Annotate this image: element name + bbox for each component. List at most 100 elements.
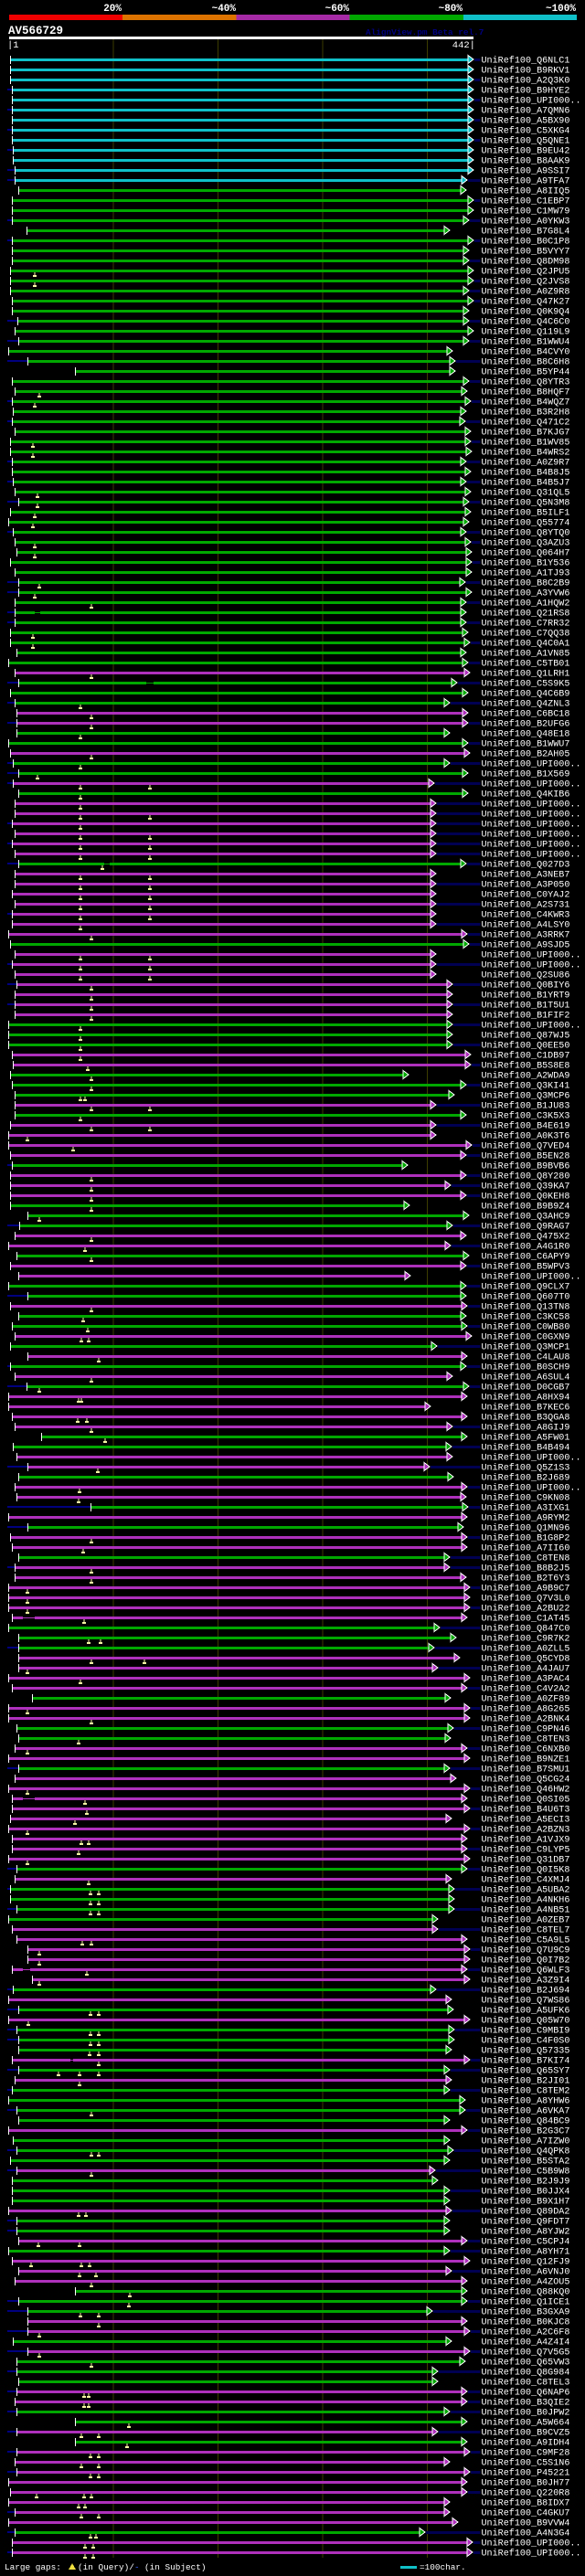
svg-text:UniRef100_B5EN28: UniRef100_B5EN28 [482, 1151, 570, 1162]
svg-text:UniRef100_Q47K27: UniRef100_Q47K27 [482, 297, 570, 308]
svg-text:UniRef100_A8IIQ5: UniRef100_A8IIQ5 [482, 186, 570, 197]
svg-text:UniRef100_B8C2B9: UniRef100_B8C2B9 [482, 578, 570, 589]
svg-text:UniRef100_B7KEC6: UniRef100_B7KEC6 [482, 1403, 570, 1414]
svg-text:UniRef100_Q471C2: UniRef100_Q471C2 [482, 418, 570, 429]
svg-text:UniRef100_A4NKH6: UniRef100_A4NKH6 [482, 1895, 570, 1906]
svg-text:UniRef100_Q5CG24: UniRef100_Q5CG24 [482, 1775, 570, 1786]
svg-text:UniRef100_B2T6Y3: UniRef100_B2T6Y3 [482, 1574, 570, 1585]
svg-text:UniRef100_C4V2A2: UniRef100_C4V2A2 [482, 1684, 570, 1695]
svg-text:UniRef100_Q6NAP6: UniRef100_Q6NAP6 [482, 2388, 570, 2399]
svg-text:UniRef100_B4U6T3: UniRef100_B4U6T3 [482, 1805, 570, 1816]
svg-text:(in Query)/: (in Query)/ [78, 2562, 134, 2572]
svg-text:UniRef100_A2C6F8: UniRef100_A2C6F8 [482, 2327, 570, 2338]
svg-text:UniRef100_B0KJC8: UniRef100_B0KJC8 [482, 2317, 570, 2328]
svg-text:UniRef100_Q8YTQ0: UniRef100_Q8YTQ0 [482, 528, 570, 539]
svg-text:UniRef100_A0Z9R8: UniRef100_A0Z9R8 [482, 287, 570, 298]
svg-text:UniRef100_Q13TN8: UniRef100_Q13TN8 [482, 1302, 570, 1313]
svg-text:UniRef100_Q7V3L0: UniRef100_Q7V3L0 [482, 1594, 570, 1605]
svg-text:UniRef100_Q5N3M8: UniRef100_Q5N3M8 [482, 498, 570, 509]
svg-text:UniRef100_Q9CLX7: UniRef100_Q9CLX7 [482, 1282, 570, 1293]
svg-text:UniRef100_C5TB01: UniRef100_C5TB01 [482, 659, 570, 670]
svg-text:UniRef100_Q3MCP1: UniRef100_Q3MCP1 [482, 1342, 570, 1353]
svg-text:UniRef100_Q21RS8: UniRef100_Q21RS8 [482, 609, 570, 620]
svg-text:UniRef100_Q46HW2: UniRef100_Q46HW2 [482, 1785, 570, 1796]
svg-text:UniRef100_A4NB51: UniRef100_A4NB51 [482, 1905, 570, 1916]
svg-text:UniRef100_Q0KEH8: UniRef100_Q0KEH8 [482, 1192, 570, 1203]
svg-text:-: - [134, 2562, 140, 2572]
svg-text:UniRef100_B3QIE2: UniRef100_B3QIE2 [482, 2398, 570, 2409]
svg-text:UniRef100_Q7VED4: UniRef100_Q7VED4 [482, 1141, 570, 1152]
svg-text:AlignView.pm Beta rel.7: AlignView.pm Beta rel.7 [366, 27, 484, 37]
svg-text:UniRef100_B1G8P2: UniRef100_B1G8P2 [482, 1533, 570, 1544]
svg-text:UniRef100_A5FW01: UniRef100_A5FW01 [482, 1433, 570, 1444]
svg-text:UniRef100_A6VNJ0: UniRef100_A6VNJ0 [482, 2267, 570, 2278]
svg-text:UniRef100_B9VVW4: UniRef100_B9VVW4 [482, 2518, 570, 2529]
svg-text:UniRef100_A8G265: UniRef100_A8G265 [482, 1704, 570, 1715]
svg-text:UniRef100_B4B5J7: UniRef100_B4B5J7 [482, 478, 570, 489]
svg-text:UniRef100_C4GKU7: UniRef100_C4GKU7 [482, 2508, 570, 2519]
svg-text:UniRef100_B1WV85: UniRef100_B1WV85 [482, 438, 570, 449]
svg-text:UniRef100_B0JPW2: UniRef100_B0JPW2 [482, 2408, 570, 2419]
svg-text:UniRef100_Q847C0: UniRef100_Q847C0 [482, 1624, 570, 1635]
svg-text:UniRef100_UPI000..: UniRef100_UPI000.. [482, 850, 581, 861]
svg-text:UniRef100_Q3KI41: UniRef100_Q3KI41 [482, 1081, 570, 1092]
svg-text:UniRef100_B4WRS2: UniRef100_B4WRS2 [482, 448, 570, 459]
svg-text:UniRef100_Q65SY7: UniRef100_Q65SY7 [482, 2066, 570, 2077]
svg-text:442|: 442| [452, 40, 475, 51]
svg-text:UniRef100_A8YH71: UniRef100_A8YH71 [482, 2247, 570, 2258]
svg-text:UniRef100_B2UFG6: UniRef100_B2UFG6 [482, 719, 570, 730]
svg-text:UniRef100_A7II60: UniRef100_A7II60 [482, 1543, 570, 1554]
svg-text:UniRef100_C3KC58: UniRef100_C3KC58 [482, 1312, 570, 1323]
svg-text:UniRef100_C9PN46: UniRef100_C9PN46 [482, 1724, 570, 1735]
svg-text:UniRef100_UPI000..: UniRef100_UPI000.. [482, 759, 581, 770]
svg-text:UniRef100_A2BNK4: UniRef100_A2BNK4 [482, 1714, 570, 1725]
svg-text:UniRef100_B9NZE1: UniRef100_B9NZE1 [482, 1754, 570, 1765]
svg-text:UniRef100_UPI000..: UniRef100_UPI000.. [482, 1453, 581, 1464]
svg-text:UniRef100_A3Z9I4: UniRef100_A3Z9I4 [482, 1976, 570, 1987]
svg-text:UniRef100_Q0EE50: UniRef100_Q0EE50 [482, 1041, 570, 1052]
svg-text:UniRef100_Q3MCP6: UniRef100_Q3MCP6 [482, 1091, 570, 1102]
svg-text:UniRef100_C1AT45: UniRef100_C1AT45 [482, 1614, 570, 1625]
svg-text:UniRef100_C7RR32: UniRef100_C7RR32 [482, 619, 570, 630]
svg-text:UniRef100_C1MW79: UniRef100_C1MW79 [482, 207, 570, 217]
svg-text:UniRef100_B4B494: UniRef100_B4B494 [482, 1443, 570, 1454]
svg-text:UniRef100_B8IDX7: UniRef100_B8IDX7 [482, 2498, 570, 2509]
svg-text:UniRef100_B1WWU4: UniRef100_B1WWU4 [482, 337, 570, 348]
svg-text:UniRef100_A1VJX9: UniRef100_A1VJX9 [482, 1835, 570, 1846]
svg-text:UniRef100_B9X1H7: UniRef100_B9X1H7 [482, 2197, 570, 2208]
svg-text:UniRef100_UPI000..: UniRef100_UPI000.. [482, 840, 581, 851]
svg-text:UniRef100_A8YJW2: UniRef100_A8YJW2 [482, 2227, 570, 2238]
svg-text:UniRef100_B7KI74: UniRef100_B7KI74 [482, 2056, 570, 2067]
svg-text:UniRef100_B2J9J9: UniRef100_B2J9J9 [482, 2177, 570, 2188]
svg-text:UniRef100_Q027D3: UniRef100_Q027D3 [482, 860, 570, 871]
svg-text:UniRef100_UPI000..: UniRef100_UPI000.. [482, 1483, 581, 1494]
svg-text:UniRef100_Q0K9Q4: UniRef100_Q0K9Q4 [482, 307, 570, 318]
svg-text:UniRef100_Q05W70: UniRef100_Q05W70 [482, 2016, 570, 2027]
svg-text:UniRef100_Q4ZNL3: UniRef100_Q4ZNL3 [482, 699, 570, 710]
svg-text:UniRef100_B0C1P8: UniRef100_B0C1P8 [482, 237, 570, 248]
svg-text:|1: |1 [7, 40, 19, 51]
svg-text:UniRef100_A8HX94: UniRef100_A8HX94 [482, 1393, 570, 1404]
svg-text:UniRef100_B1WWU7: UniRef100_B1WWU7 [482, 739, 570, 750]
svg-text:UniRef100_B9EU42: UniRef100_B9EU42 [482, 146, 570, 157]
svg-text:UniRef100_Q4KIB6: UniRef100_Q4KIB6 [482, 790, 570, 800]
svg-text:UniRef100_A5UFK6: UniRef100_A5UFK6 [482, 2006, 570, 2017]
svg-text:UniRef100_B1Y536: UniRef100_B1Y536 [482, 558, 570, 569]
svg-text:UniRef100_A0Z9R7: UniRef100_A0Z9R7 [482, 458, 570, 469]
svg-text:UniRef100_A7IZW0: UniRef100_A7IZW0 [482, 2136, 570, 2147]
svg-text:UniRef100_A4Z4I4: UniRef100_A4Z4I4 [482, 2337, 570, 2348]
svg-text:UniRef100_Q475X2: UniRef100_Q475X2 [482, 1232, 570, 1243]
svg-text:UniRef100_B5STA2: UniRef100_B5STA2 [482, 2157, 570, 2168]
svg-text:UniRef100_A8YHW6: UniRef100_A8YHW6 [482, 2096, 570, 2107]
svg-text:UniRef100_B5VYY7: UniRef100_B5VYY7 [482, 247, 570, 258]
svg-text:UniRef100_B0SCH9: UniRef100_B0SCH9 [482, 1362, 570, 1373]
svg-text:UniRef100_Q2JPU5: UniRef100_Q2JPU5 [482, 267, 570, 278]
svg-text:UniRef100_A7QMN6: UniRef100_A7QMN6 [482, 106, 570, 117]
svg-text:UniRef100_B2J689: UniRef100_B2J689 [482, 1473, 570, 1484]
svg-text:UniRef100_C6NXB0: UniRef100_C6NXB0 [482, 1744, 570, 1755]
svg-text:UniRef100_B8B2J5: UniRef100_B8B2J5 [482, 1564, 570, 1574]
svg-text:UniRef100_Q4QPK8: UniRef100_Q4QPK8 [482, 2147, 570, 2157]
svg-text:UniRef100_B5S8E8: UniRef100_B5S8E8 [482, 1061, 570, 1072]
svg-text:UniRef100_B8AAK9: UniRef100_B8AAK9 [482, 156, 570, 167]
svg-text:(in Subject): (in Subject) [144, 2562, 207, 2572]
